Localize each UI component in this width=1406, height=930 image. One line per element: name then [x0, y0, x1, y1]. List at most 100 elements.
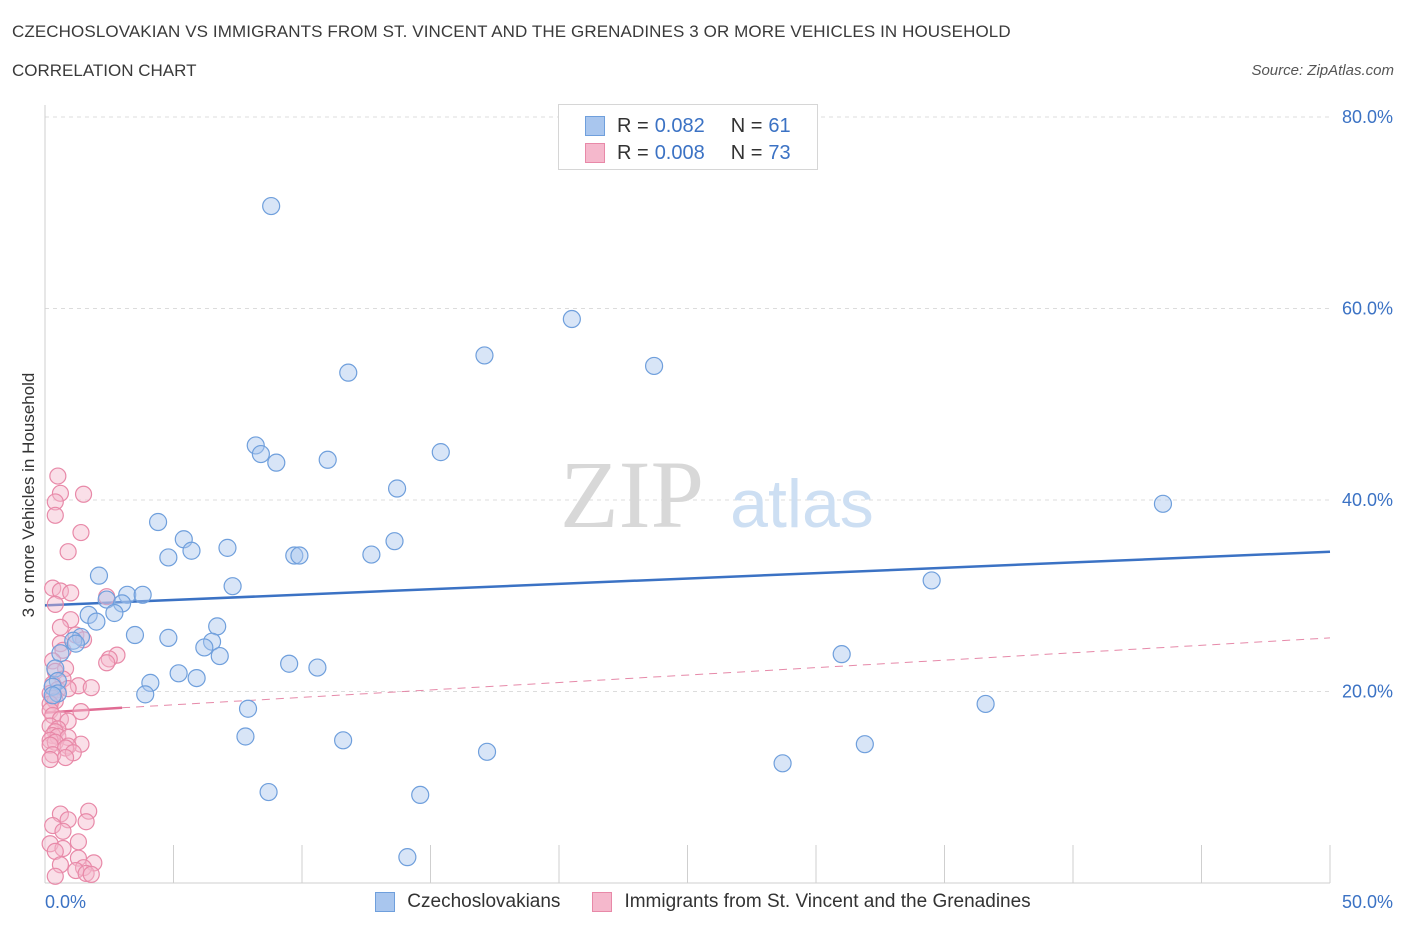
point-immigrants — [44, 816, 62, 835]
point-immigrants — [54, 822, 72, 840]
legend-item-immigrants: Immigrants from St. Vincent and the Gren… — [592, 891, 1031, 913]
point-czechoslovakians — [259, 782, 278, 802]
point-czechoslovakians — [318, 450, 337, 469]
legend-label: Czechoslovakians — [407, 891, 561, 912]
point-czechoslovakians — [97, 590, 116, 609]
data-points — [41, 196, 1173, 885]
x-tick-label: 0.0% — [45, 892, 86, 912]
y-tick-label: 40.0% — [1342, 490, 1393, 510]
point-czechoslovakians — [280, 654, 299, 673]
grid — [45, 116, 1330, 692]
x-tick-label: 50.0% — [1342, 892, 1393, 912]
point-czechoslovakians — [136, 685, 155, 704]
point-immigrants — [46, 493, 64, 511]
point-czechoslovakians — [251, 444, 270, 464]
point-czechoslovakians — [159, 548, 178, 567]
r-value: 0.082 — [654, 114, 705, 137]
source-label: Source: ZipAtlas.com — [1251, 62, 1394, 79]
point-immigrants — [56, 748, 75, 767]
r-value: 0.008 — [654, 141, 705, 164]
watermark: ZIP atlas — [560, 441, 874, 548]
point-czechoslovakians — [238, 699, 258, 718]
point-immigrants — [46, 867, 64, 885]
point-czechoslovakians — [246, 436, 265, 455]
point-czechoslovakians — [262, 196, 281, 216]
point-immigrants — [82, 679, 100, 697]
point-immigrants — [51, 484, 70, 502]
point-immigrants — [69, 677, 88, 695]
point-czechoslovakians — [773, 754, 792, 773]
point-czechoslovakians — [195, 638, 214, 657]
r-label: R = — [617, 114, 649, 137]
legend-swatch-blue — [375, 892, 396, 912]
point-immigrants — [72, 523, 90, 542]
point-czechoslovakians — [267, 453, 286, 472]
legend-label: Immigrants from St. Vincent and the Gren… — [624, 891, 1031, 912]
y-tick-label: 60.0% — [1342, 299, 1393, 319]
n-label: N = — [730, 114, 763, 137]
stats-legend: R = 0.082 N = 61 R = 0.008 N = 73 — [558, 104, 818, 170]
y-tick-label: 20.0% — [1342, 682, 1393, 702]
point-immigrants — [46, 595, 64, 613]
point-czechoslovakians — [48, 671, 67, 691]
point-czechoslovakians — [210, 646, 229, 666]
point-immigrants — [82, 865, 100, 883]
point-czechoslovakians — [182, 541, 201, 560]
n-value: 73 — [768, 141, 791, 164]
point-czechoslovakians — [43, 686, 62, 705]
point-czechoslovakians — [105, 603, 124, 623]
point-czechoslovakians — [141, 673, 160, 692]
point-immigrants — [41, 750, 59, 769]
point-immigrants — [80, 802, 98, 820]
legend-swatch-pink — [585, 143, 605, 163]
point-czechoslovakians — [223, 577, 242, 596]
tick-labels: 20.0% 40.0% 60.0% 80.0% 0.0% 50.0% — [45, 107, 1393, 912]
point-czechoslovakians — [159, 628, 178, 647]
point-czechoslovakians — [125, 625, 145, 645]
point-czechoslovakians — [187, 668, 206, 688]
point-czechoslovakians — [475, 346, 494, 365]
legend-row-immigrants: R = 0.008 N = 73 — [585, 141, 791, 165]
legend-swatch-blue — [585, 116, 605, 136]
legend-item-czechoslovakians: Czechoslovakians — [375, 891, 560, 913]
y-tick-label: 80.0% — [1342, 107, 1393, 127]
point-czechoslovakians — [411, 785, 430, 805]
point-immigrants — [72, 703, 90, 721]
n-value: 61 — [768, 114, 791, 137]
point-immigrants — [46, 506, 64, 524]
point-immigrants — [69, 833, 88, 851]
point-czechoslovakians — [562, 309, 581, 329]
point-czechoslovakians — [133, 585, 152, 604]
trend-line-immigrants-extended — [122, 637, 1331, 709]
point-czechoslovakians — [64, 631, 83, 650]
point-czechoslovakians — [922, 571, 941, 590]
point-czechoslovakians — [387, 479, 407, 498]
point-immigrants — [59, 543, 77, 561]
point-immigrants — [62, 584, 80, 602]
point-czechoslovakians — [334, 731, 353, 750]
chart-subtitle: CORRELATION CHART — [12, 61, 197, 80]
n-label: N = — [730, 141, 763, 164]
point-czechoslovakians — [51, 644, 70, 663]
point-czechoslovakians — [148, 512, 168, 532]
point-czechoslovakians — [832, 645, 851, 664]
point-czechoslovakians — [855, 735, 874, 754]
point-czechoslovakians — [290, 546, 309, 565]
watermark-atlas: atlas — [730, 466, 874, 542]
legend-swatch-pink — [592, 892, 613, 912]
point-czechoslovakians — [118, 585, 137, 604]
point-czechoslovakians — [477, 742, 497, 761]
point-czechoslovakians — [644, 356, 664, 376]
point-czechoslovakians — [385, 532, 404, 551]
point-czechoslovakians — [112, 594, 132, 613]
series-legend: Czechoslovakians Immigrants from St. Vin… — [0, 888, 1406, 916]
point-immigrants — [49, 467, 67, 485]
point-czechoslovakians — [208, 617, 227, 636]
trend-line-czechoslovakians — [44, 550, 1331, 607]
point-immigrants — [77, 864, 95, 883]
trend-lines — [44, 550, 1331, 714]
legend-row-czechoslovakians: R = 0.082 N = 61 — [585, 114, 791, 138]
y-axis-label: 3 or more Vehicles in Household — [19, 373, 38, 618]
point-czechoslovakians — [976, 694, 995, 714]
